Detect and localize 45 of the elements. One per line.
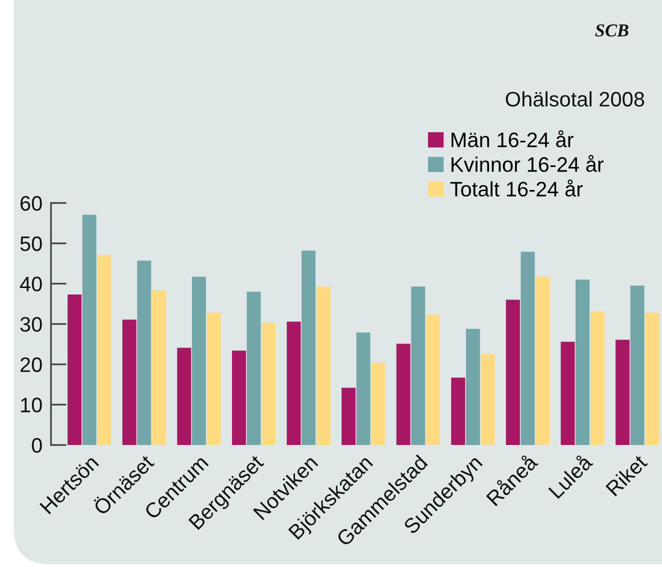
bar xyxy=(371,362,386,445)
legend-label: Män 16-24 år xyxy=(452,130,574,148)
bar xyxy=(286,322,301,445)
y-tick-label: 50 xyxy=(20,236,42,252)
bar xyxy=(82,214,96,445)
bar xyxy=(506,300,520,445)
bar xyxy=(536,276,550,445)
legend-label: Totalt 16-24 år xyxy=(450,180,583,197)
y-tick-label: 20 xyxy=(20,357,42,372)
bar xyxy=(630,286,644,445)
bar xyxy=(451,378,466,445)
bar xyxy=(97,255,112,445)
bar xyxy=(576,280,590,445)
y-tick-label: 60 xyxy=(20,196,42,211)
bar xyxy=(342,388,356,445)
chart-title: Ohälsotal 2008 xyxy=(506,91,644,107)
bar xyxy=(396,344,410,445)
y-tick-label: 10 xyxy=(21,398,42,412)
bar xyxy=(232,350,246,445)
bar xyxy=(68,294,82,445)
bar xyxy=(262,322,276,445)
bar xyxy=(177,348,192,445)
bar xyxy=(192,276,206,445)
bar xyxy=(206,312,221,445)
bar xyxy=(645,312,660,445)
bar xyxy=(411,286,426,445)
bar xyxy=(480,354,495,445)
bar xyxy=(246,292,261,445)
bar xyxy=(466,328,480,445)
y-tick-label: 0 xyxy=(32,438,42,453)
bar xyxy=(122,320,136,445)
bar xyxy=(560,342,575,445)
y-tick-label: 30 xyxy=(20,317,42,332)
y-tick-label: 40 xyxy=(20,276,42,292)
bar xyxy=(302,250,316,445)
bar xyxy=(590,311,604,445)
text: SCB xyxy=(595,24,628,37)
bar xyxy=(520,252,535,445)
bar xyxy=(356,332,370,445)
bar xyxy=(137,260,152,445)
bar xyxy=(426,314,440,445)
bar xyxy=(616,340,630,445)
bar xyxy=(316,286,330,445)
legend-label: Kvinnor 16-24 år xyxy=(452,154,604,172)
bar xyxy=(152,290,166,445)
